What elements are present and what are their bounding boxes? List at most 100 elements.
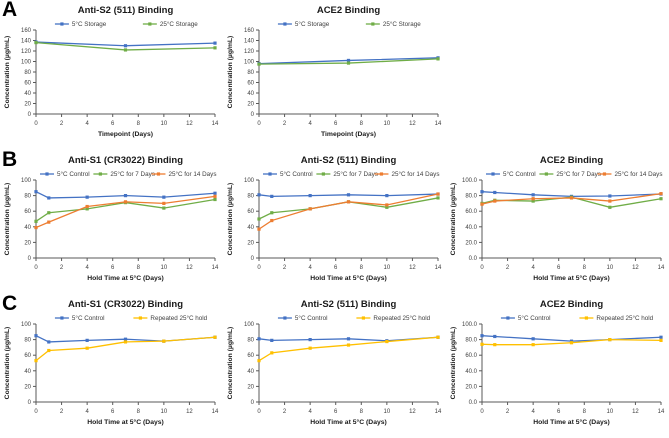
svg-text:6: 6 [334, 409, 338, 415]
panel-row-a: A Anti-S2 (511) Binding 0 20 40 60 80 100 120 14… [0, 0, 669, 150]
svg-text:5°C Control: 5°C Control [518, 314, 551, 322]
svg-text:20: 20 [24, 102, 31, 108]
chart-svg: Anti-S2 (511) Binding0204060801001201401… [4, 5, 219, 138]
svg-text:12: 12 [409, 121, 416, 127]
svg-text:0: 0 [257, 265, 261, 271]
panel-label-b: B [2, 148, 18, 171]
y-axis-label: Concentration (µg/mL) [450, 183, 457, 256]
svg-text:8: 8 [360, 265, 364, 271]
legend: 5°C Control 25°C for 7 Days 25°C for 14 Da… [486, 170, 662, 178]
series-Repeated 25°C hold [257, 335, 440, 363]
chart-b-anti-s2-511-binding: Anti-S2 (511) Binding 0 20 40 60 80 100 0 2 4 6 8 10… [223, 150, 446, 294]
svg-text:5°C Control: 5°C Control [295, 314, 328, 322]
svg-text:12: 12 [186, 409, 193, 415]
svg-text:80: 80 [247, 194, 254, 200]
svg-text:2: 2 [60, 265, 64, 271]
legend-item: 25°C for 7 Days [93, 170, 155, 178]
svg-text:4: 4 [308, 409, 312, 415]
svg-text:20: 20 [247, 240, 254, 246]
y-axis-label: Concentration (µg/mL) [227, 36, 234, 109]
y-axis-label: Concentration (µg/mL) [227, 327, 234, 400]
chart-b-ace2-binding: ACE2 Binding 0.0 20.0 40.0 60.0 80.0 100.0 0 2 4 6… [446, 150, 669, 294]
chart-title: Anti-S2 (511) Binding [301, 155, 397, 166]
svg-text:100.0: 100.0 [462, 178, 478, 184]
x-axis-label: Hold Time at 5°C (Days) [310, 418, 387, 426]
svg-text:20: 20 [24, 384, 31, 390]
svg-text:0: 0 [257, 409, 261, 415]
svg-text:0: 0 [251, 400, 255, 406]
svg-text:0: 0 [251, 256, 255, 262]
svg-text:4: 4 [85, 409, 89, 415]
legend-item: 5°C Control [500, 314, 551, 322]
svg-text:14: 14 [435, 265, 442, 271]
panel-row-b: B Anti-S1 (CR3022) Binding 0 20 40 60 80 100 0 2… [0, 148, 669, 294]
legend: 5°C Storage 25°C Storage [54, 20, 198, 28]
x-axis-label: Hold Time at 5°C (Days) [533, 418, 610, 426]
y-axis-label: Concentration (µg/mL) [227, 183, 234, 256]
x-axis-label: Hold Time at 5°C (Days) [533, 274, 610, 282]
svg-text:40: 40 [247, 91, 254, 97]
chart-svg: Anti-S2 (511) Binding 0 20 40 60 80 100 0 2 4 6 8 10… [227, 155, 442, 282]
svg-text:14: 14 [212, 265, 219, 271]
chart-a-ace2-binding: ACE2 Binding 0 20 40 60 80 100 120 140 160 0 2 4 6 8 10… [223, 0, 446, 150]
cell-c3: ACE2 Binding 0.0 20.0 40.0 60.0 80.0 100.0 0 2 4 6… [446, 294, 669, 438]
svg-text:160: 160 [244, 28, 255, 34]
svg-text:80: 80 [24, 338, 31, 344]
chart-title: Anti-S1 (CR3022) Binding [68, 299, 183, 310]
legend-item: 25°C Storage [142, 20, 198, 28]
legend-item: Repeated 25°C hold [356, 314, 431, 322]
svg-text:10: 10 [384, 409, 391, 415]
svg-text:10: 10 [607, 265, 614, 271]
svg-text:0: 0 [257, 121, 261, 127]
chart-c-anti-s1-cr3022-binding: Anti-S1 (CR3022) Binding 0 20 40 60 80 100 0 2 4 6… [0, 294, 223, 438]
svg-text:0: 0 [34, 409, 38, 415]
svg-text:100: 100 [244, 60, 255, 66]
y-axis-label: Concentration (µg/mL) [4, 183, 11, 256]
svg-text:5°C Control: 5°C Control [280, 170, 313, 178]
chart-a-anti-s2-511-binding: Anti-S2 (511) Binding 0 20 40 60 80 100 120 140 1… [0, 0, 223, 150]
svg-text:2: 2 [283, 265, 287, 271]
svg-text:100: 100 [21, 322, 32, 328]
svg-text:40: 40 [24, 369, 31, 375]
svg-text:120: 120 [244, 49, 255, 55]
svg-text:Repeated 25°C hold: Repeated 25°C hold [150, 314, 207, 322]
series-25°C for 14 Days [34, 194, 217, 230]
chart-svg: Anti-S1 (CR3022) Binding 0 20 40 60 80 100 0 2 4 6… [4, 299, 219, 426]
svg-text:2: 2 [60, 409, 64, 415]
svg-text:0: 0 [28, 256, 32, 262]
svg-text:8: 8 [583, 265, 587, 271]
series-5°C Storage [34, 40, 217, 48]
svg-text:40: 40 [247, 225, 254, 231]
svg-text:14: 14 [212, 409, 219, 415]
svg-text:20: 20 [24, 240, 31, 246]
legend: 5°C Control Repeated 25°C hold [500, 314, 654, 322]
svg-text:0: 0 [480, 265, 484, 271]
series-Repeated 25°C hold [34, 335, 217, 363]
svg-text:40: 40 [247, 369, 254, 375]
svg-text:14: 14 [658, 409, 665, 415]
y-axis: 0 20 40 60 80 100 120 140 160 [244, 28, 260, 118]
svg-text:80: 80 [247, 338, 254, 344]
svg-text:60.0: 60.0 [465, 209, 477, 215]
svg-text:80: 80 [24, 194, 31, 200]
y-axis: 0 20 40 60 80 100 [244, 178, 260, 262]
y-axis-label: Concentration (µg/mL) [450, 327, 457, 400]
legend-item: 25°C Storage [365, 20, 421, 28]
series-Repeated 25°C hold [480, 338, 663, 347]
x-axis: 0 2 4 6 8 10 12 14 [480, 257, 665, 271]
svg-text:4: 4 [308, 265, 312, 271]
svg-text:2: 2 [60, 121, 64, 127]
svg-text:10: 10 [161, 265, 168, 271]
legend-item: 5°C Control [486, 170, 536, 178]
svg-text:10: 10 [607, 409, 614, 415]
legend: 5°C Control Repeated 25°C hold [277, 314, 431, 322]
svg-text:Repeated 25°C hold: Repeated 25°C hold [373, 314, 430, 322]
svg-text:2: 2 [283, 409, 287, 415]
chart-svg: ACE2 Binding 0 20 40 60 80 100 120 140 160 0 2 4 6 8 10… [227, 5, 442, 138]
cell-b1: Anti-S1 (CR3022) Binding 0 20 40 60 80 100 0 2 4 6… [0, 150, 223, 294]
legend-item: 25°C for 14 Days [151, 170, 216, 178]
svg-text:14: 14 [435, 121, 442, 127]
svg-text:12: 12 [409, 409, 416, 415]
cell-c1: Anti-S1 (CR3022) Binding 0 20 40 60 80 100 0 2 4 6… [0, 294, 223, 438]
cell-b3: ACE2 Binding 0.0 20.0 40.0 60.0 80.0 100.0 0 2 4 6… [446, 150, 669, 294]
